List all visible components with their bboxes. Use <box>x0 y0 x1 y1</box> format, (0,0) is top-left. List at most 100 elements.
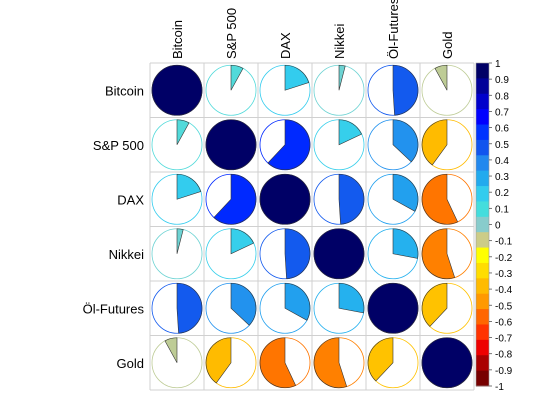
colorbar-tick-label: 1 <box>495 59 501 70</box>
colorbar-segment <box>476 309 489 325</box>
colorbar-segment <box>476 355 489 372</box>
pie-slice <box>313 228 365 280</box>
pie-cell <box>313 282 365 334</box>
pie-slice <box>421 173 459 225</box>
pie-slice <box>421 282 448 327</box>
pie-cell <box>313 337 365 389</box>
pie-slice <box>164 337 178 363</box>
colorbar-tick-label: -0.5 <box>495 301 513 312</box>
pie-cell <box>421 173 473 225</box>
pie-cell <box>367 64 419 116</box>
colorbar: 1 0.9 0.8 0.7 0.6 0.5 0.4 0.3 0.2 0.1 0 -0.1 -0.2 -0.… <box>475 59 513 393</box>
pie-slice <box>284 64 310 91</box>
pie-slice <box>434 64 448 91</box>
column-labels: Bitcoin S&P 500 DAX Nikkei Öl-Futures Gold <box>170 0 455 59</box>
column-label: Öl-Futures <box>386 0 401 59</box>
colorbar-tick-label: 0.2 <box>495 188 509 199</box>
colorbar-segment <box>476 139 489 156</box>
pie-slice <box>392 228 419 259</box>
pie-cell <box>421 337 473 389</box>
pie-cell <box>205 173 257 225</box>
colorbar-tick-label: -0.9 <box>495 366 513 377</box>
colorbar-segment <box>476 109 489 126</box>
pie-slice <box>367 282 419 334</box>
colorbar-tick-label: 0.1 <box>495 204 509 215</box>
row-labels: Bitcoin S&P 500 DAX Nikkei Öl-Futures Gold <box>83 83 145 371</box>
pie-slice <box>392 64 419 116</box>
pie-cell <box>151 282 203 334</box>
pie-cell <box>421 64 473 116</box>
colorbar-segment <box>476 124 489 141</box>
pie-slice <box>421 337 473 389</box>
colorbar-tick-label: -0.4 <box>495 285 513 296</box>
column-label: S&P 500 <box>224 8 239 59</box>
column-label: DAX <box>278 32 293 59</box>
colorbar-segment <box>476 370 489 387</box>
pie-slice <box>338 173 365 225</box>
pie-cell <box>367 173 419 225</box>
pie-cell <box>205 282 257 334</box>
colorbar-segment <box>476 186 489 202</box>
colorbar-tick-label: 0.3 <box>495 172 509 183</box>
column-label: Gold <box>440 32 455 59</box>
colorbar-segment <box>476 155 489 172</box>
colorbar-tick-label: 0.9 <box>495 75 509 86</box>
pie-cell <box>421 282 473 334</box>
pie-cell <box>205 119 257 171</box>
column-label: Nikkei <box>332 23 347 59</box>
pie-slice <box>338 282 365 314</box>
column-label: Bitcoin <box>170 20 185 59</box>
pie-cell <box>151 337 203 389</box>
colorbar-segment <box>476 247 489 264</box>
row-label: Öl-Futures <box>83 301 145 316</box>
row-label: S&P 500 <box>93 138 144 153</box>
colorbar-segment <box>476 293 489 310</box>
pie-cell <box>367 119 419 171</box>
pie-slice <box>284 282 311 321</box>
pie-cell <box>367 282 419 334</box>
pie-cell <box>259 228 311 280</box>
pie-cell <box>151 228 203 280</box>
pie-cell <box>313 228 365 280</box>
colorbar-segment <box>476 262 489 279</box>
pie-cell <box>313 64 365 116</box>
row-label: Nikkei <box>109 247 145 262</box>
colorbar-segment <box>476 232 489 249</box>
colorbar-tick-label: -0.3 <box>495 269 513 280</box>
pie-cell <box>259 337 311 389</box>
pie-slice <box>213 173 257 225</box>
pie-slice <box>367 337 394 382</box>
pie-slice <box>392 173 419 212</box>
pie-slice <box>230 282 257 326</box>
row-label: DAX <box>117 192 144 207</box>
pie-slice <box>267 119 311 171</box>
pie-cell <box>421 119 473 171</box>
pie-slice <box>176 119 190 145</box>
pie-cell <box>259 64 311 116</box>
pie-slice <box>176 282 203 334</box>
pie-slice <box>176 173 202 200</box>
colorbar-segment <box>476 93 489 110</box>
colorbar-tick-label: 0.8 <box>495 91 509 102</box>
colorbar-segment <box>476 201 489 218</box>
pie-cell <box>205 337 257 389</box>
pie-slice <box>259 337 297 389</box>
colorbar-segment <box>476 63 489 79</box>
pie-slice <box>230 64 244 91</box>
pie-cell <box>259 282 311 334</box>
pie-slice <box>421 228 456 280</box>
pie-cell <box>151 173 203 225</box>
pie-slice <box>230 228 255 255</box>
pie-cell <box>205 64 257 116</box>
row-label: Bitcoin <box>105 83 144 98</box>
colorbar-segment <box>476 216 489 233</box>
pie-slice <box>421 119 448 166</box>
colorbar-segment <box>476 170 489 187</box>
pie-cell <box>367 228 419 280</box>
colorbar-segment <box>476 78 489 95</box>
pie-slice <box>313 337 348 389</box>
colorbar-tick-label: -0.8 <box>495 350 513 361</box>
colorbar-tick-label: -0.7 <box>495 334 513 345</box>
pie-cell <box>151 119 203 171</box>
